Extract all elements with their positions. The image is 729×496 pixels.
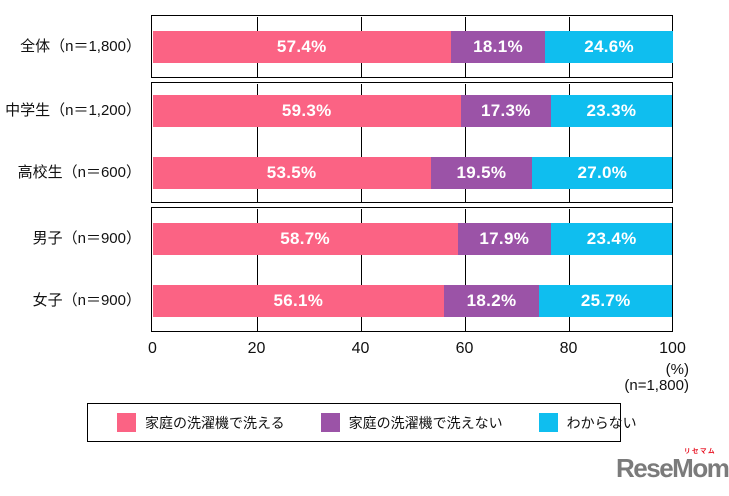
bar-segment-series0: 59.3% — [152, 95, 461, 127]
bar-segment-series2: 23.3% — [550, 95, 672, 127]
bar-value-label: 17.3% — [480, 101, 531, 120]
bar-value-label: 18.1% — [473, 37, 523, 56]
legend-label-1: 家庭の洗濯機で洗えない — [348, 414, 503, 431]
bar-value-label: 17.9% — [479, 229, 530, 248]
bar-value-label: 19.5% — [456, 163, 507, 182]
gridline-20 — [256, 83, 258, 202]
bar-value-label: 25.7% — [580, 291, 631, 310]
legend-swatch-1 — [320, 413, 340, 432]
bar-segment-series0: 58.7% — [152, 223, 458, 255]
bar-segment-series1: 18.2% — [444, 285, 539, 317]
gridline-80 — [568, 208, 570, 331]
category-label-2: 高校生（n＝600） — [17, 164, 141, 181]
legend-swatch-0 — [117, 413, 136, 432]
logo-ruby-text: リセマム — [684, 448, 716, 455]
bar-segment-series2: 24.6% — [545, 31, 673, 63]
x-axis-tick-60: 60 — [455, 340, 474, 357]
bar-value-label: 23.3% — [586, 101, 637, 120]
bar-value-label: 18.2% — [466, 291, 517, 310]
gridline-40 — [360, 83, 362, 202]
x-axis-tick-100: 100 — [659, 340, 686, 357]
bar-row-0: 57.4% 18.1% 24.6% — [152, 31, 673, 63]
category-label-4: 女子（n＝900） — [32, 292, 141, 309]
bar-segment-series1: 19.5% — [430, 157, 533, 189]
bar-value-label: 27.0% — [577, 163, 628, 182]
legend: 家庭の洗濯機で洗える 家庭の洗濯機で洗えない わからない — [87, 403, 637, 442]
legend-label-2: わからない — [566, 414, 637, 431]
bar-segment-series1: 17.3% — [460, 95, 551, 127]
category-label-1: 中学生（n＝1,200） — [5, 102, 141, 119]
category-label-0: 全体（n＝1,800） — [20, 38, 141, 55]
bar-segment-series2: 23.4% — [550, 223, 673, 255]
legend-item-1: 家庭の洗濯機で洗えない — [320, 413, 503, 433]
bar-segment-series0: 53.5% — [152, 157, 431, 189]
gridline-60 — [464, 83, 466, 202]
axis-sample-note: (n=1,800) — [624, 377, 689, 394]
category-label-3: 男子（n＝900） — [32, 230, 141, 247]
logo-text: ReseMom. — [616, 453, 729, 483]
bar-row-4: 56.1% 18.2% 25.7% — [152, 285, 673, 317]
bar-value-label: 53.5% — [266, 163, 317, 182]
resemom-logo: リセマム ReseMom. — [616, 448, 729, 483]
gridline-80 — [568, 83, 570, 202]
gridline-20 — [256, 208, 258, 331]
legend-label-0: 家庭の洗濯機で洗える — [145, 414, 285, 431]
bar-value-label: 23.4% — [586, 229, 637, 248]
axis-unit-label: (%) — [665, 361, 689, 378]
bar-segment-series0: 57.4% — [152, 31, 451, 63]
gridline-60 — [464, 208, 466, 331]
bar-value-label: 57.4% — [276, 37, 327, 56]
bar-segment-series2: 27.0% — [532, 157, 673, 189]
bar-value-label: 24.6% — [584, 37, 634, 56]
legend-item-2: わからない — [538, 413, 637, 433]
bar-value-label: 56.1% — [273, 291, 324, 310]
bar-row-1: 59.3% 17.3% 23.3% — [152, 95, 673, 127]
x-axis-tick-0: 0 — [148, 340, 157, 357]
bar-row-2: 53.5% 19.5% 27.0% — [152, 157, 673, 189]
x-axis-tick-80: 80 — [559, 340, 578, 357]
bar-segment-series1: 17.9% — [457, 223, 551, 255]
bar-segment-series2: 25.7% — [538, 285, 673, 317]
x-axis-tick-20: 20 — [247, 340, 266, 357]
bar-segment-series1: 18.1% — [450, 31, 546, 63]
bar-value-label: 59.3% — [281, 101, 332, 120]
gridline-40 — [360, 208, 362, 331]
bar-value-label: 58.7% — [280, 229, 330, 248]
bar-row-3: 58.7% 17.9% 23.4% — [152, 223, 673, 255]
x-axis-tick-40: 40 — [351, 340, 370, 357]
bar-segment-series0: 56.1% — [152, 285, 445, 317]
legend-swatch-2 — [538, 413, 558, 432]
legend-item-0: 家庭の洗濯機で洗える — [117, 413, 285, 433]
